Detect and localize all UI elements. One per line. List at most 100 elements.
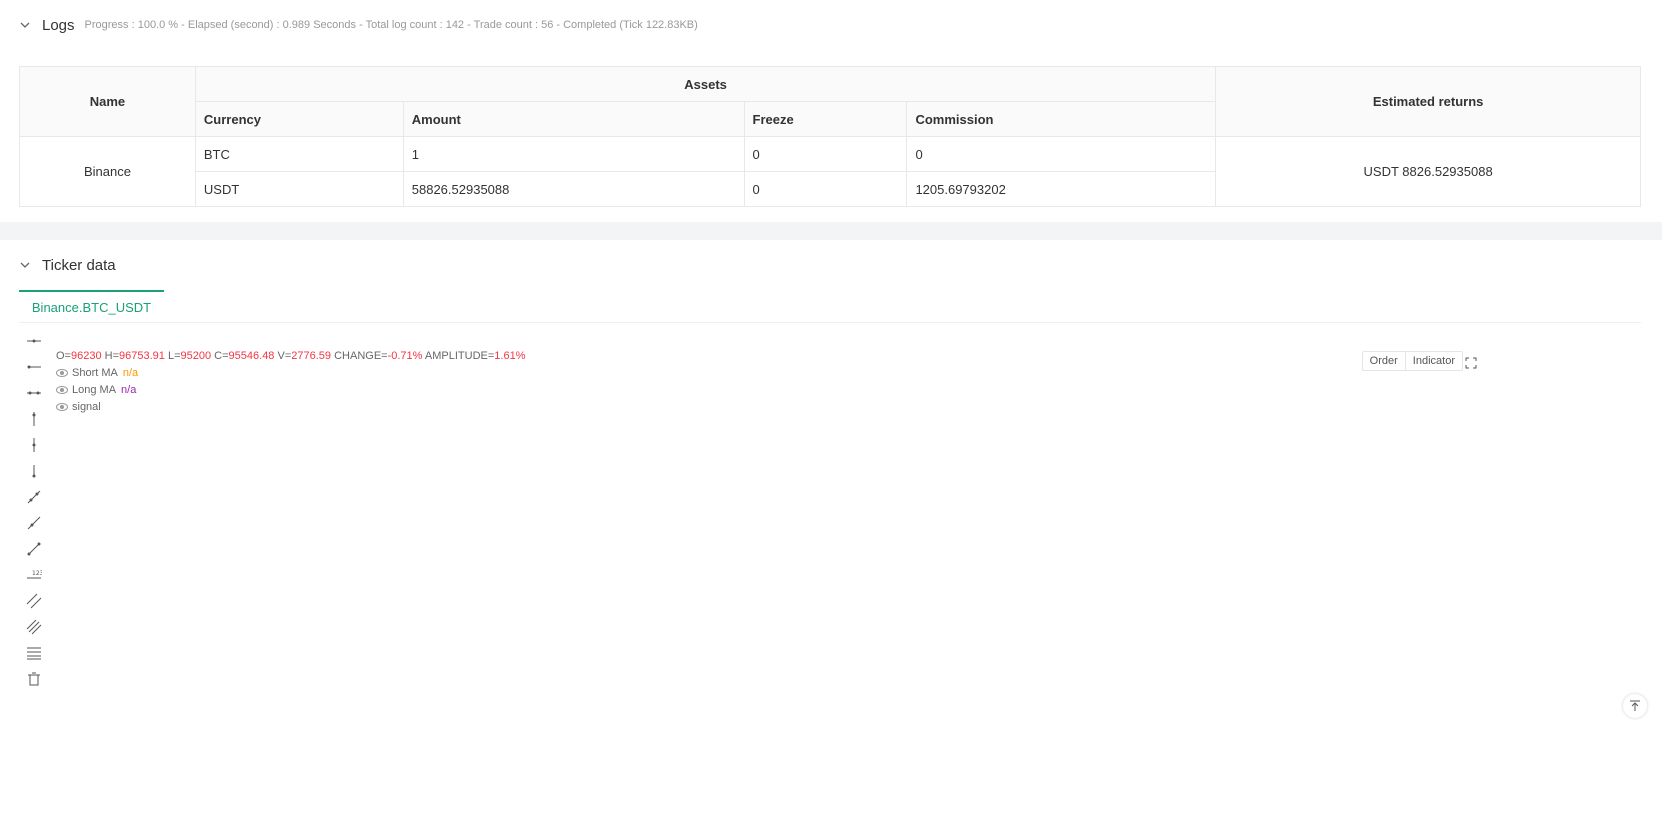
volume-bar (410, 742, 415, 756)
candle-body (1207, 548, 1212, 554)
legend-signal[interactable]: signal (56, 401, 101, 413)
volume-bar (1381, 741, 1387, 756)
volume-bar (341, 745, 347, 756)
volume-bar (136, 748, 141, 756)
volume-bar (1406, 747, 1412, 756)
volume-bar (983, 750, 988, 756)
fib-channel-icon[interactable] (25, 618, 43, 636)
tab-binance-btc-usdt[interactable]: Binance.BTC_USDT (19, 290, 164, 322)
horizontal-line-icon[interactable] (25, 332, 43, 350)
parallel-channel-icon[interactable] (25, 592, 43, 610)
logs-header[interactable]: Logs Progress : 100.0 % - Elapsed (secon… (0, 12, 1662, 38)
eye-icon[interactable] (56, 386, 68, 394)
volume-bar (696, 749, 702, 756)
volume-bar (609, 740, 614, 756)
candle-body (1356, 600, 1362, 608)
candle-body (1045, 591, 1050, 595)
volume-bar (1263, 746, 1268, 756)
candle-body (634, 588, 639, 593)
candle-body (970, 569, 976, 580)
trend-line-icon[interactable] (25, 488, 43, 506)
chevron-down-icon[interactable] (20, 260, 30, 270)
candle-body (379, 548, 384, 552)
legend-short-ma[interactable]: Short MA n/a (56, 367, 138, 379)
candle-body (1039, 591, 1044, 597)
volume-bar (933, 745, 938, 756)
candle-body (98, 503, 104, 518)
candle-body (839, 549, 845, 551)
volume-bar (690, 750, 695, 756)
x-tick-label: 02-02 (69, 765, 97, 777)
segment-icon[interactable] (25, 540, 43, 558)
volume-bar (1387, 740, 1393, 756)
eye-icon[interactable] (56, 369, 68, 377)
volume-bar (391, 748, 396, 756)
price-chart[interactable]: 104,000.00 102,000.00 100,000.00 98,000.00 9… (19, 342, 1641, 826)
candle-body (1238, 552, 1243, 558)
volume-bar (304, 748, 309, 756)
horizontal-ray-icon[interactable] (25, 358, 43, 376)
extended-line-icon[interactable] (25, 384, 43, 402)
candle-body (534, 536, 540, 540)
volume-bar (161, 700, 166, 756)
candle-body (1232, 552, 1237, 558)
y-tick-label: 102,000.00 (1489, 424, 1544, 436)
legend-long-ma[interactable]: Long MA n/a (56, 384, 136, 396)
vertical-ray-icon[interactable] (25, 462, 43, 480)
volume-bar (242, 748, 247, 756)
x-tick-label: 02-17 (1293, 765, 1321, 777)
volume-bar (671, 743, 677, 756)
order-button[interactable]: Order (1369, 355, 1398, 367)
volume-bar (447, 751, 453, 756)
price-label-icon[interactable]: 123 (25, 566, 43, 584)
commission-header: Commission (906, 101, 1217, 137)
close-value: 95546.48 (228, 350, 275, 362)
candle-body (1313, 589, 1318, 597)
candle-body (117, 542, 122, 545)
eye-icon[interactable] (56, 403, 68, 411)
volume-bar (173, 710, 179, 756)
volume-bar (964, 742, 969, 756)
candle-body (528, 539, 533, 543)
trash-icon[interactable] (25, 670, 43, 688)
candle-body (1101, 551, 1106, 566)
ticker-header[interactable]: Ticker data (0, 252, 1662, 278)
volume-bar (98, 747, 104, 756)
ray-line-icon[interactable] (25, 514, 43, 532)
candle-body (1213, 548, 1218, 551)
volume-bar (266, 751, 272, 756)
candle-body (186, 617, 191, 641)
chart-area[interactable]: 123 O=96230 H=96753.91 L=95200 C=95546.4… (19, 339, 1647, 826)
fib-retracement-icon[interactable] (25, 644, 43, 662)
candle-body (1188, 542, 1194, 549)
volume-bar (92, 751, 98, 756)
vertical-segment-icon[interactable] (25, 436, 43, 454)
candle-body (1032, 596, 1038, 598)
scroll-to-top-icon[interactable] (1623, 694, 1647, 718)
volume-bar (1244, 750, 1250, 756)
volume-bar (802, 740, 807, 756)
indicator-button[interactable]: Indicator (1404, 352, 1462, 370)
candle-body (372, 544, 378, 552)
candle-body (883, 613, 888, 620)
candle-body (1095, 565, 1100, 568)
volume-bar (534, 725, 540, 756)
volume-bar (1138, 740, 1144, 756)
candle-body (123, 544, 129, 568)
volume-bar (746, 741, 751, 756)
candle-body (385, 548, 390, 552)
short-ma-line (50, 442, 1415, 654)
volume-bar (1344, 743, 1349, 756)
candle-body (260, 485, 266, 506)
candle-body (1157, 546, 1162, 552)
candle-body (715, 592, 720, 595)
volume-bar (1369, 748, 1374, 756)
vertical-line-icon[interactable] (25, 410, 43, 428)
volume-bar (597, 750, 602, 756)
volume-bar (491, 744, 496, 756)
signal-qty-label: 1 (1289, 520, 1294, 529)
signal-label: Sell (846, 557, 864, 569)
volume-bar (329, 749, 334, 756)
fullscreen-icon[interactable] (1465, 356, 1477, 374)
chevron-down-icon[interactable] (20, 20, 30, 30)
